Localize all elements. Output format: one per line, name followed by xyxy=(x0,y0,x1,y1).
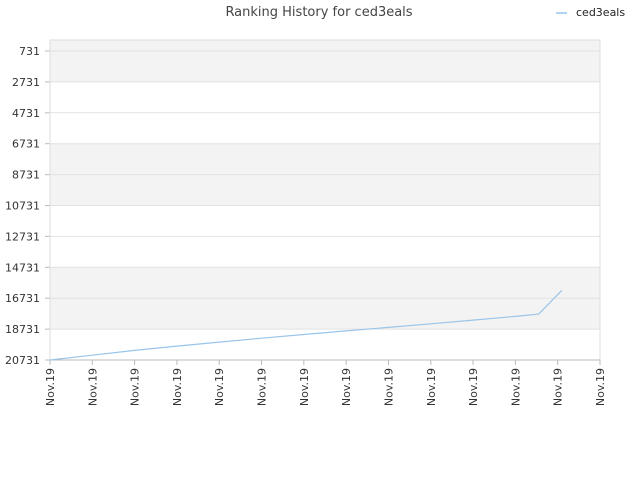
x-tick-label: Nov.19 xyxy=(467,368,480,406)
y-tick-label: 10731 xyxy=(5,200,40,213)
x-tick-label: Nov.19 xyxy=(382,368,395,406)
x-tick-label: Nov.19 xyxy=(594,368,607,406)
x-tick-label: Nov.19 xyxy=(129,368,142,406)
x-axis-ticks: Nov.19 Nov.19 Nov.19 Nov.19 Nov.19 Nov.19 Nov.… xyxy=(44,368,607,406)
x-tick-label: Nov.19 xyxy=(86,368,99,406)
y-tick-label: 4731 xyxy=(12,107,40,120)
y-tick-label: 20731 xyxy=(5,354,40,367)
x-tick-label: Nov.19 xyxy=(213,368,226,406)
x-tick-label: Nov.19 xyxy=(425,368,438,406)
chart-legend: ced3eals xyxy=(556,6,625,19)
y-tick-label: 2731 xyxy=(12,76,40,89)
series-line xyxy=(49,289,563,361)
y-tick-label: 6731 xyxy=(12,138,40,151)
plot-band xyxy=(50,51,600,82)
y-tick-label: 16731 xyxy=(5,292,40,305)
x-tick-label: Nov.19 xyxy=(509,368,522,406)
y-tick-label: 731 xyxy=(19,45,40,58)
plot-band xyxy=(50,143,600,175)
legend-label: ced3eals xyxy=(576,6,625,19)
x-tick-label: Nov.19 xyxy=(552,368,565,406)
plot-band xyxy=(50,298,600,330)
y-tick-label: 18731 xyxy=(5,323,40,336)
plot-band xyxy=(50,174,600,206)
chart-title: Ranking History for ced3eals xyxy=(225,5,412,20)
plot-bands xyxy=(50,40,600,330)
x-tick-label: Nov.19 xyxy=(171,368,184,406)
x-tick-label: Nov.19 xyxy=(44,368,57,406)
x-tick-label: Nov.19 xyxy=(298,368,311,406)
y-tick-label: 12731 xyxy=(5,230,40,243)
x-tick-label: Nov.19 xyxy=(256,368,269,406)
y-axis-ticks: 731 2731 4731 6731 8731 10731 12731 14731 16731 1… xyxy=(5,45,40,367)
y-tick-label: 8731 xyxy=(12,169,40,182)
plot-band xyxy=(50,40,600,51)
x-tick-label: Nov.19 xyxy=(340,368,353,406)
y-tick-label: 14731 xyxy=(5,261,40,274)
series-layer xyxy=(49,289,563,361)
plot-axes xyxy=(45,39,601,365)
plot-band xyxy=(50,267,600,299)
